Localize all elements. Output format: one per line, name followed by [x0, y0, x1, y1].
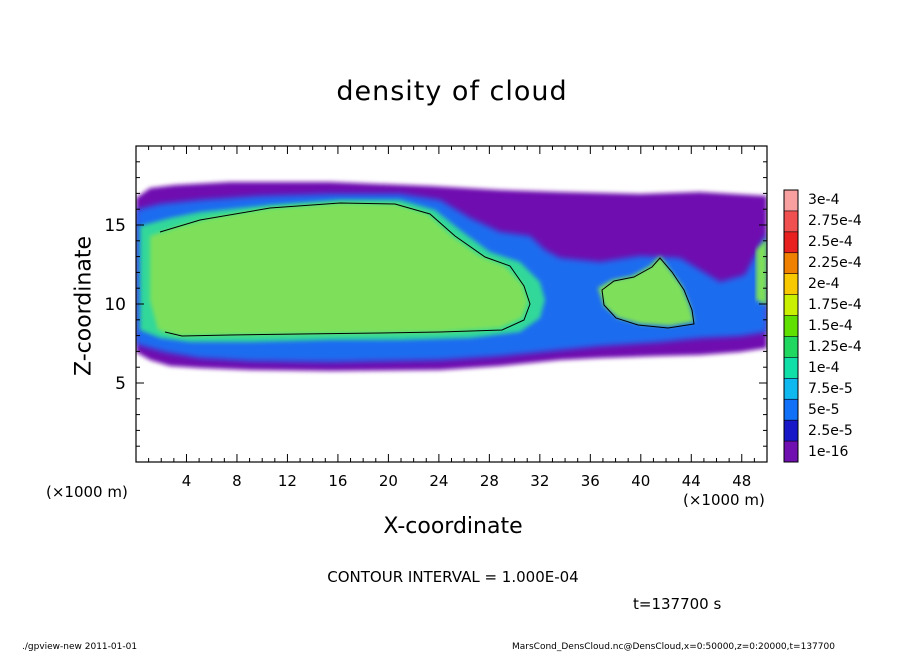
y-tick-label: 5: [115, 374, 126, 394]
x-tick-label: 4: [182, 472, 192, 490]
field-core-region: [150, 203, 528, 336]
x-axis-ticks: [148, 146, 755, 462]
footer-right-text: MarsCond_DensCloud.nc@DensCloud,x=0:5000…: [512, 642, 835, 652]
colorbar-label: 2.5e-4: [808, 234, 853, 251]
colorbar-swatch: [784, 252, 798, 275]
contour-line: [159, 202, 531, 337]
x-tick-label: 28: [480, 472, 499, 490]
x-tick-label: 32: [530, 472, 549, 490]
colorbar-label: 7.5e-5: [808, 380, 853, 397]
x-tick-label: 40: [631, 472, 650, 490]
colorbar-label: 2.5e-5: [808, 422, 853, 439]
x-tick-label: 44: [682, 472, 701, 490]
colorbar-swatch: [784, 420, 798, 442]
x-tick-label: 48: [732, 472, 751, 490]
x-axis-unit-right: (×1000 m): [683, 491, 765, 509]
y-axis-ticks: [136, 161, 767, 447]
time-stamp: t=137700 s: [633, 595, 722, 613]
field-core-blob-right: [598, 256, 694, 326]
x-tick-label: 8: [232, 472, 242, 490]
colorbar-label: 1e-4: [808, 359, 840, 376]
colorbar-label: 2.75e-4: [808, 213, 862, 230]
chart-title: density of cloud: [336, 76, 568, 107]
y-axis-tick-labels: 5 10 15: [104, 216, 126, 394]
colorbar-swatch: [784, 190, 798, 212]
y-tick-label: 10: [104, 295, 126, 315]
x-tick-label: 20: [379, 472, 398, 490]
x-axis-label: X-coordinate: [383, 514, 523, 539]
colorbar-swatch: [784, 357, 798, 379]
x-axis-unit-left: (×1000 m): [46, 483, 128, 501]
x-tick-label: 36: [581, 472, 600, 490]
footer-left-text: ./gpview-new 2011-01-01: [22, 642, 138, 652]
colorbar-frame: [783, 189, 799, 463]
colorbar-label: 3e-4: [808, 192, 840, 209]
colorbar-swatch: [784, 315, 798, 337]
colorbar-swatch: [784, 294, 798, 317]
colorbar-label: 1.75e-4: [808, 297, 862, 314]
y-tick-label: 15: [104, 216, 126, 236]
colorbar-swatch: [784, 399, 798, 421]
contour-interval-text: CONTOUR INTERVAL = 1.000E-04: [327, 568, 579, 586]
colorbar: [783, 189, 799, 463]
colorbar-label: 5e-5: [808, 401, 840, 418]
contour-line-right: [601, 257, 695, 329]
colorbar-swatch: [784, 378, 798, 400]
colorbar-swatch: [784, 210, 798, 233]
x-tick-label: 12: [278, 472, 297, 490]
x-tick-label: 24: [429, 472, 448, 490]
cloud-field: [136, 182, 767, 371]
colorbar-label: 1e-16: [808, 443, 849, 460]
colorbar-label: 1.5e-4: [808, 318, 853, 334]
colorbar-swatch: [784, 441, 798, 463]
colorbar-label: 1.25e-4: [808, 338, 862, 355]
y-axis-label: Z-coordinate: [71, 236, 97, 376]
colorbar-label: 2e-4: [808, 276, 840, 293]
colorbar-swatch: [784, 273, 798, 296]
colorbar-swatch: [784, 336, 798, 358]
x-tick-label: 16: [328, 472, 347, 490]
colorbar-label: 2.25e-4: [808, 255, 862, 272]
x-axis-tick-labels: 4 8 12 16 20 24 28 32 36 40 44 48: [182, 472, 752, 490]
colorbar-swatch: [784, 231, 798, 254]
